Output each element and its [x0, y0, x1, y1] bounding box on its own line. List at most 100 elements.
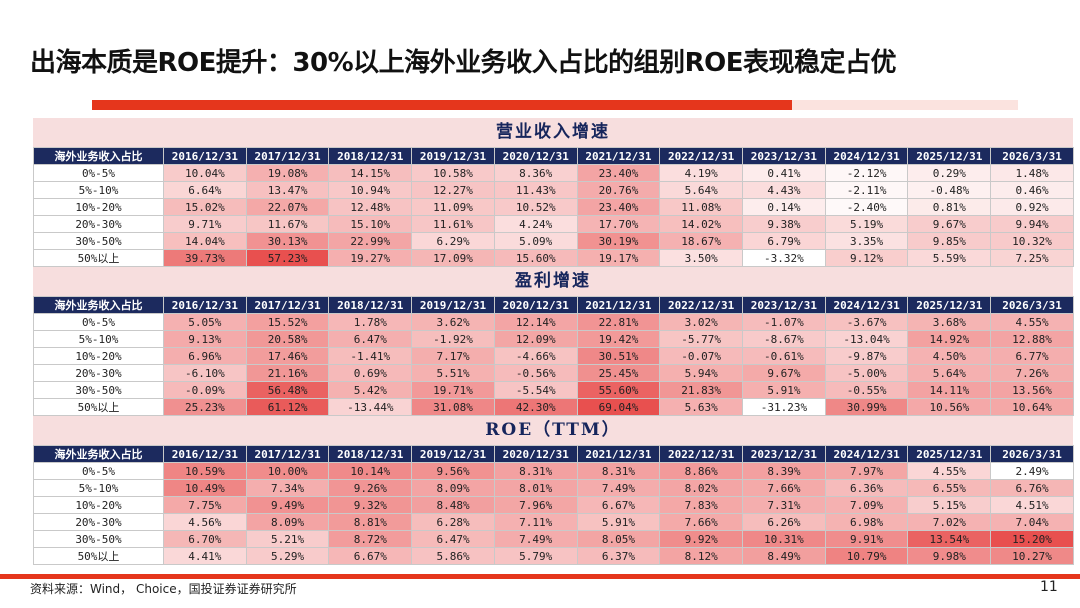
heat-cell: 4.43% [742, 181, 826, 199]
row-header-label: 海外业务收入占比 [33, 445, 164, 463]
heat-cell: -31.23% [742, 398, 826, 416]
heat-cell: 9.92% [659, 530, 744, 548]
heat-cell: 8.39% [742, 462, 826, 480]
table-header-row: 海外业务收入占比 2016/12/31 2017/12/31 2018/12/31 20… [33, 296, 1074, 314]
row-label: 50%以上 [33, 249, 164, 267]
row-label: 10%-20% [33, 198, 164, 216]
heat-cell: 8.12% [659, 547, 744, 565]
heat-cell: 15.52% [245, 313, 330, 331]
heat-cell: 4.55% [990, 313, 1074, 331]
heat-cell: 8.09% [411, 479, 495, 497]
heat-cell: 4.41% [163, 547, 247, 565]
table-row: 20%-30% 4.56% 8.09% 8.81% 6.28% 7.11% 5.91% 7.6… [33, 513, 1074, 531]
heat-cell: 1.78% [328, 313, 413, 331]
heat-cell: 8.31% [493, 462, 578, 480]
heat-cell: 8.31% [576, 462, 661, 480]
heat-cell: 6.37% [576, 547, 661, 565]
heat-cell: 9.67% [907, 215, 992, 233]
heat-cell: 0.29% [907, 164, 992, 182]
heat-cell: 10.94% [328, 181, 413, 199]
heat-cell: 8.09% [245, 513, 330, 531]
heat-cell: 9.56% [411, 462, 495, 480]
heat-cell: 10.58% [411, 164, 495, 182]
row-label: 0%-5% [33, 313, 164, 331]
heat-cell: 18.67% [659, 232, 744, 250]
heat-cell: 6.67% [328, 547, 413, 565]
heat-cell: 0.41% [742, 164, 826, 182]
heat-cell: 8.49% [742, 547, 826, 565]
heat-cell: 8.72% [328, 530, 413, 548]
row-label: 20%-30% [33, 364, 164, 382]
column-header: 2021/12/31 [576, 147, 661, 165]
heat-cell: 12.27% [411, 181, 495, 199]
column-header: 2020/12/31 [493, 147, 578, 165]
heat-cell: 7.02% [907, 513, 992, 531]
heat-cell: 7.09% [824, 496, 909, 514]
heat-cell: 15.60% [493, 249, 578, 267]
section-title: 营业收入增速 [33, 118, 1073, 147]
table-row: 30%-50% 14.04% 30.13% 22.99% 6.29% 5.09% 30.19… [33, 232, 1074, 250]
heat-cell: 8.81% [328, 513, 413, 531]
heat-cell: -0.56% [493, 364, 578, 382]
heat-cell: 9.91% [824, 530, 909, 548]
heat-cell: 22.81% [576, 313, 661, 331]
table-row: 5%-10% 6.64% 13.47% 10.94% 12.27% 11.43% 20.76… [33, 181, 1074, 199]
heat-cell: 19.27% [328, 249, 413, 267]
row-label: 30%-50% [33, 232, 164, 250]
heat-cell: 5.05% [163, 313, 247, 331]
column-header: 2021/12/31 [576, 445, 661, 463]
heat-cell: 11.43% [493, 181, 578, 199]
heat-cell: 10.00% [245, 462, 330, 480]
table-row: 10%-20% 15.02% 22.07% 12.48% 11.09% 10.52% 23.… [33, 198, 1074, 216]
heat-cell: -13.04% [824, 330, 909, 348]
heat-cell: 17.46% [245, 347, 330, 365]
column-header: 2018/12/31 [328, 445, 413, 463]
row-label: 10%-20% [33, 496, 164, 514]
heat-cell: 4.55% [907, 462, 992, 480]
heat-cell: 10.56% [907, 398, 992, 416]
row-label: 50%以上 [33, 547, 164, 565]
heat-cell: 3.68% [907, 313, 992, 331]
table-row: 5%-10% 9.13% 20.58% 6.47% -1.92% 12.09% 19.42%… [33, 330, 1074, 348]
heat-cell: 1.48% [990, 164, 1074, 182]
footer-red-bar [0, 574, 1080, 579]
heat-cell: 7.49% [576, 479, 661, 497]
heat-cell: 7.26% [990, 364, 1074, 382]
column-header: 2018/12/31 [328, 296, 413, 314]
heat-cell: 6.76% [990, 479, 1074, 497]
heat-cell: 10.79% [824, 547, 909, 565]
heat-cell: -0.61% [742, 347, 826, 365]
heat-cell: 56.48% [245, 381, 330, 399]
heat-cell: 39.73% [163, 249, 247, 267]
heat-cell: 6.98% [824, 513, 909, 531]
column-header: 2019/12/31 [411, 296, 495, 314]
column-header: 2023/12/31 [742, 296, 826, 314]
heat-cell: 42.30% [493, 398, 578, 416]
row-label: 10%-20% [33, 347, 164, 365]
heat-cell: 9.85% [907, 232, 992, 250]
heat-cell: -0.09% [163, 381, 247, 399]
heat-cell: 14.02% [659, 215, 744, 233]
heat-cell: 12.14% [493, 313, 578, 331]
heat-cell: 11.61% [411, 215, 495, 233]
column-header: 2016/12/31 [163, 445, 247, 463]
column-header: 2022/12/31 [659, 445, 744, 463]
heat-cell: 10.14% [328, 462, 413, 480]
column-header: 2025/12/31 [907, 147, 992, 165]
heat-cell: 11.67% [245, 215, 330, 233]
heat-cell: 0.46% [990, 181, 1074, 199]
row-label: 20%-30% [33, 215, 164, 233]
heat-cell: 6.26% [742, 513, 826, 531]
title-underline-bar-light [792, 100, 1018, 110]
heat-cell: 7.97% [824, 462, 909, 480]
heat-cell: -2.40% [824, 198, 909, 216]
heat-cell: 7.66% [742, 479, 826, 497]
table-row: 30%-50% -0.09% 56.48% 5.42% 19.71% -5.54% 55.6… [33, 381, 1074, 399]
row-label: 5%-10% [33, 330, 164, 348]
column-header: 2017/12/31 [245, 445, 330, 463]
heat-cell: 10.32% [990, 232, 1074, 250]
heat-cell: -0.07% [659, 347, 744, 365]
table-row: 10%-20% 6.96% 17.46% -1.41% 7.17% -4.66% 30.51… [33, 347, 1074, 365]
heat-cell: 8.05% [576, 530, 661, 548]
heat-cell: 6.77% [990, 347, 1074, 365]
